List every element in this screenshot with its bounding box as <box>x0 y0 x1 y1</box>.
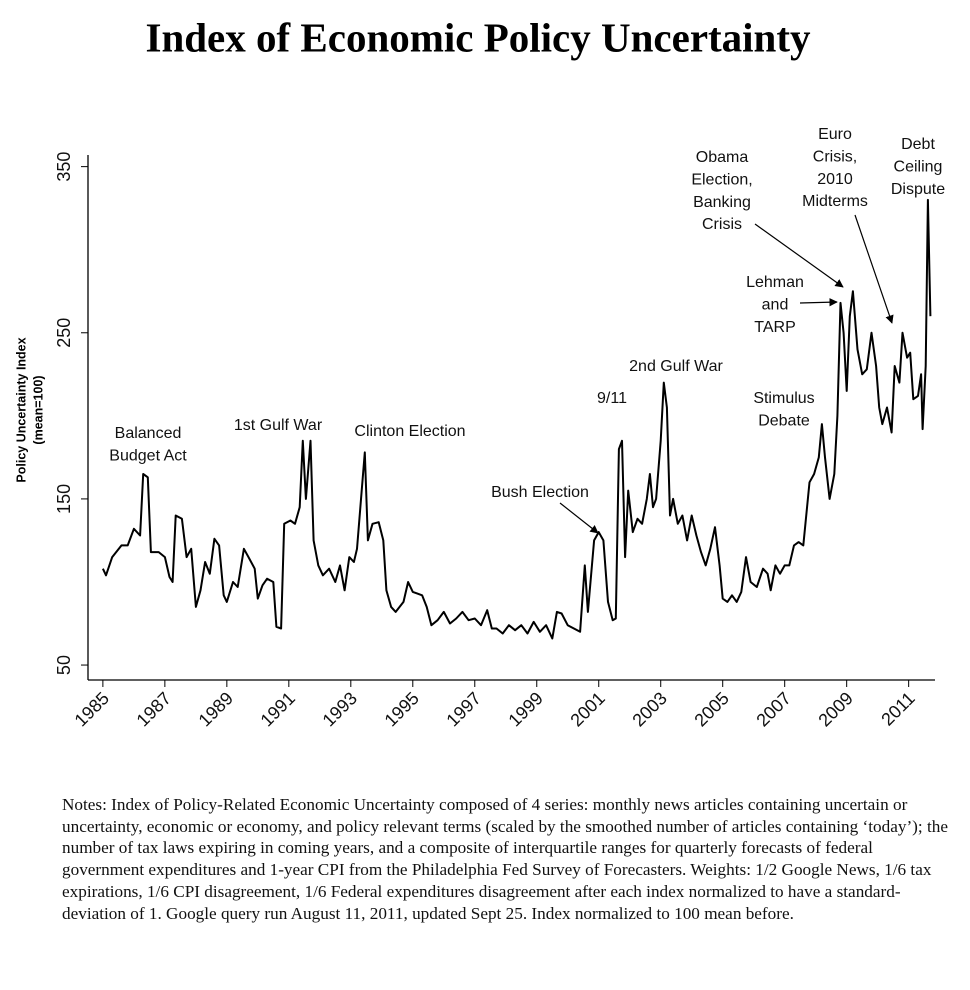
x-tick-label: 2005 <box>690 688 732 730</box>
arrow <box>754 223 844 288</box>
x-tick-label: 2001 <box>566 688 608 730</box>
annotation: 2nd Gulf War <box>629 358 723 375</box>
annotation: Banking <box>693 194 751 211</box>
x-tick-label: 1999 <box>504 688 546 730</box>
annotation: Election, <box>691 172 752 189</box>
annotation: Stimulus <box>753 390 814 407</box>
x-tick-label: 2007 <box>752 688 794 730</box>
y-tick-label: 350 <box>54 152 74 182</box>
annotation: Balanced <box>115 425 182 442</box>
x-tick-label: 2011 <box>877 688 919 730</box>
x-tick-label: 2003 <box>628 688 670 730</box>
x-tick-label: 1989 <box>195 688 237 730</box>
x-tick-label: 1991 <box>257 688 299 730</box>
y-tick-label: 150 <box>54 484 74 514</box>
annotation: Obama <box>696 149 749 166</box>
annotation: Dispute <box>891 181 945 198</box>
annotation: Crisis, <box>813 149 857 166</box>
annotation: TARP <box>754 319 795 336</box>
chart: Index of Economic Policy Uncertainty 50 1… <box>14 14 945 730</box>
arrow <box>854 214 894 324</box>
y-tick-label: 250 <box>54 318 74 348</box>
y-axis-label: Policy Uncertainty Index <box>14 337 28 482</box>
annotation: Bush Election <box>491 484 589 501</box>
notes: Notes: Index of Policy-Related Economic … <box>62 795 948 923</box>
annotation: 1st Gulf War <box>234 417 323 434</box>
annotation: 9/11 <box>597 390 627 407</box>
annotation: Ceiling <box>894 159 943 176</box>
annotation: Clinton Election <box>354 423 465 440</box>
annotation: Debate <box>758 413 810 430</box>
x-tick-label: 1987 <box>133 688 175 730</box>
annotation-arrows <box>559 214 894 534</box>
x-tick-label: 2009 <box>814 688 856 730</box>
annotation: Crisis <box>702 216 742 233</box>
line <box>101 198 932 640</box>
arrow <box>559 502 599 534</box>
arrow <box>799 298 838 307</box>
annotation: 2010 <box>817 171 853 188</box>
annotation: Euro <box>818 126 852 143</box>
annotation: Debt <box>901 136 935 153</box>
y-tick-label: 50 <box>54 655 74 675</box>
annotation: and <box>762 297 789 314</box>
x-tick-label: 1993 <box>319 688 361 730</box>
annotation: Budget Act <box>109 448 187 465</box>
x-tick-label: 1985 <box>71 688 113 730</box>
annotation: Midterms <box>802 193 868 210</box>
x-tick-label: 1995 <box>381 688 423 730</box>
y-axis-label: (mean=100) <box>31 375 45 444</box>
annotation: Lehman <box>746 274 804 291</box>
x-tick-label: 1997 <box>443 688 485 730</box>
chart-title: Index of Economic Policy Uncertainty <box>145 14 811 60</box>
